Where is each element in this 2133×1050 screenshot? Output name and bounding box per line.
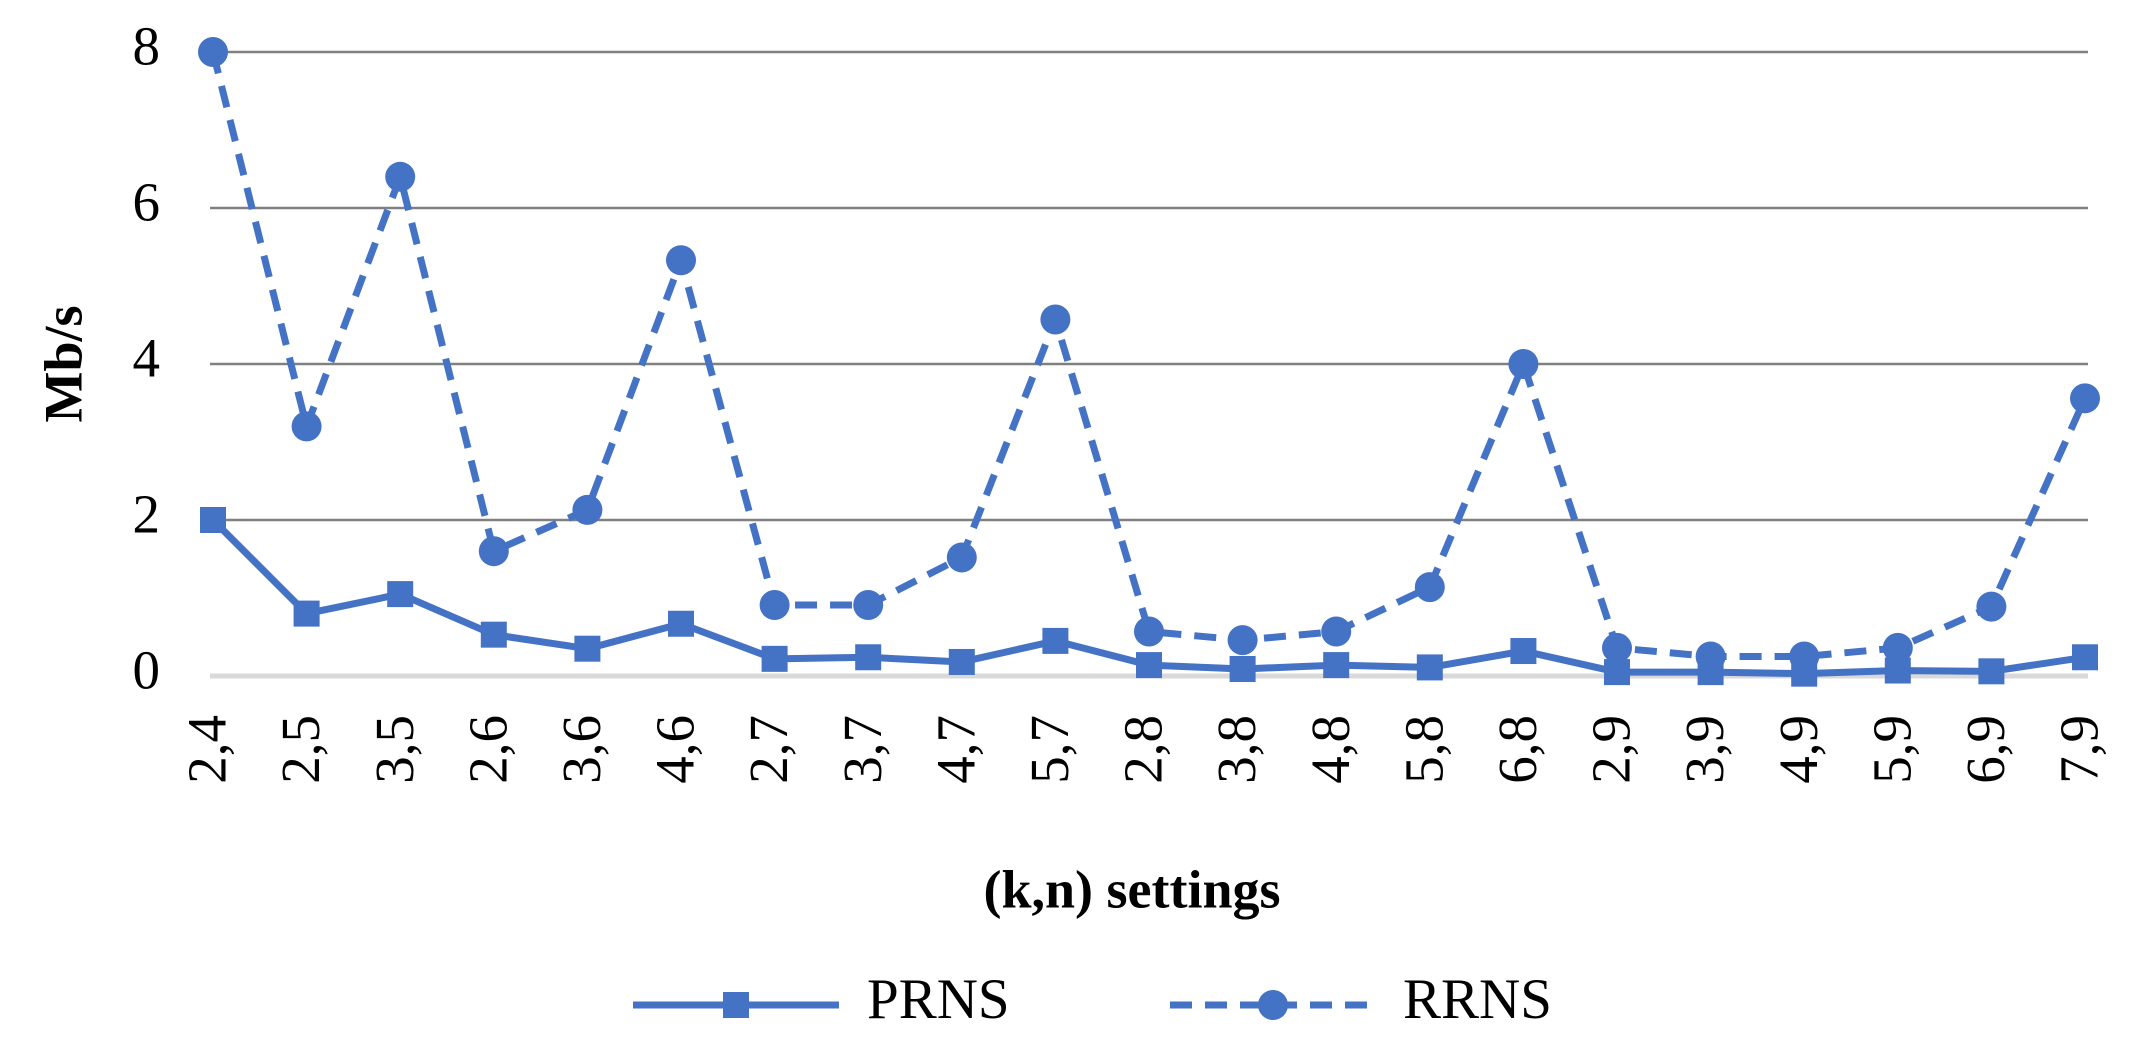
y-tick-label: 4 (133, 328, 161, 389)
data-point (1321, 616, 1352, 647)
data-point (668, 610, 694, 637)
data-point (1508, 349, 1539, 379)
x-axis-label: (k,n) settings (983, 859, 1280, 919)
data-point (853, 590, 884, 621)
legend-label: PRNS (867, 968, 1010, 1031)
y-axis-label: Mb/s (33, 305, 93, 422)
data-point (759, 590, 790, 621)
x-tick-label: 5,7 (1019, 715, 1080, 784)
data-point (1227, 625, 1258, 656)
data-point (855, 644, 882, 671)
x-tick-label: 2,8 (1113, 715, 1174, 784)
x-tick-label: 5,9 (1861, 715, 1922, 784)
x-tick-label: 6,9 (1955, 715, 2016, 784)
data-point (761, 645, 788, 672)
y-tick-label: 2 (133, 484, 161, 545)
x-tick-label: 4,6 (645, 715, 706, 784)
x-tick-label: 3,8 (1206, 715, 1267, 784)
data-point (2072, 644, 2098, 671)
data-point (478, 536, 509, 567)
x-tick-label: 2,5 (270, 715, 331, 784)
data-point (1323, 652, 1350, 679)
x-tick-label: 4,8 (1300, 715, 1361, 784)
data-point (1510, 638, 1537, 665)
y-tick-label: 0 (133, 640, 161, 701)
data-point (1040, 304, 1071, 335)
y-tick-label: 8 (133, 16, 161, 77)
x-tick-label: 4,9 (1768, 715, 1829, 784)
data-point (1604, 659, 1630, 686)
data-point (1042, 627, 1069, 654)
data-point (948, 648, 975, 675)
data-point (2070, 383, 2100, 414)
x-tick-label: 3,7 (832, 715, 893, 784)
data-point (387, 581, 414, 608)
x-tick-label: 5,8 (1393, 715, 1454, 784)
legend-marker (1258, 990, 1288, 1020)
x-tick-label: 6,8 (1487, 715, 1548, 784)
x-tick-label: 3,9 (1674, 715, 1735, 784)
x-tick-label: 2,4 (177, 715, 238, 784)
x-tick-label: 2,7 (738, 715, 799, 784)
data-point (946, 542, 977, 573)
data-point (385, 161, 416, 192)
x-tick-label: 7,9 (2049, 715, 2110, 784)
data-point (293, 600, 320, 627)
data-point (1416, 654, 1443, 681)
data-point (480, 621, 507, 648)
legend-marker (723, 992, 749, 1018)
data-point (1789, 641, 1820, 672)
data-point (1414, 572, 1445, 603)
legend-label: RRNS (1403, 968, 1552, 1031)
data-point (1134, 616, 1164, 647)
x-tick-label: 2,9 (1581, 715, 1642, 784)
data-point (1882, 632, 1913, 663)
data-point (572, 494, 603, 525)
data-point (1976, 591, 2007, 622)
x-tick-label: 3,5 (364, 715, 425, 784)
data-point (1695, 641, 1726, 672)
y-tick-label: 6 (133, 172, 161, 233)
data-point (574, 635, 601, 662)
data-point (666, 245, 696, 276)
x-tick-label: 4,7 (925, 715, 986, 784)
x-tick-label: 2,6 (457, 715, 518, 784)
data-point (198, 37, 228, 67)
data-point (291, 411, 322, 442)
data-point (1136, 652, 1162, 679)
data-point (200, 507, 226, 533)
data-point (1229, 655, 1256, 682)
data-point (1602, 632, 1632, 663)
data-point (1978, 658, 2005, 685)
x-tick-label: 3,6 (551, 715, 612, 784)
